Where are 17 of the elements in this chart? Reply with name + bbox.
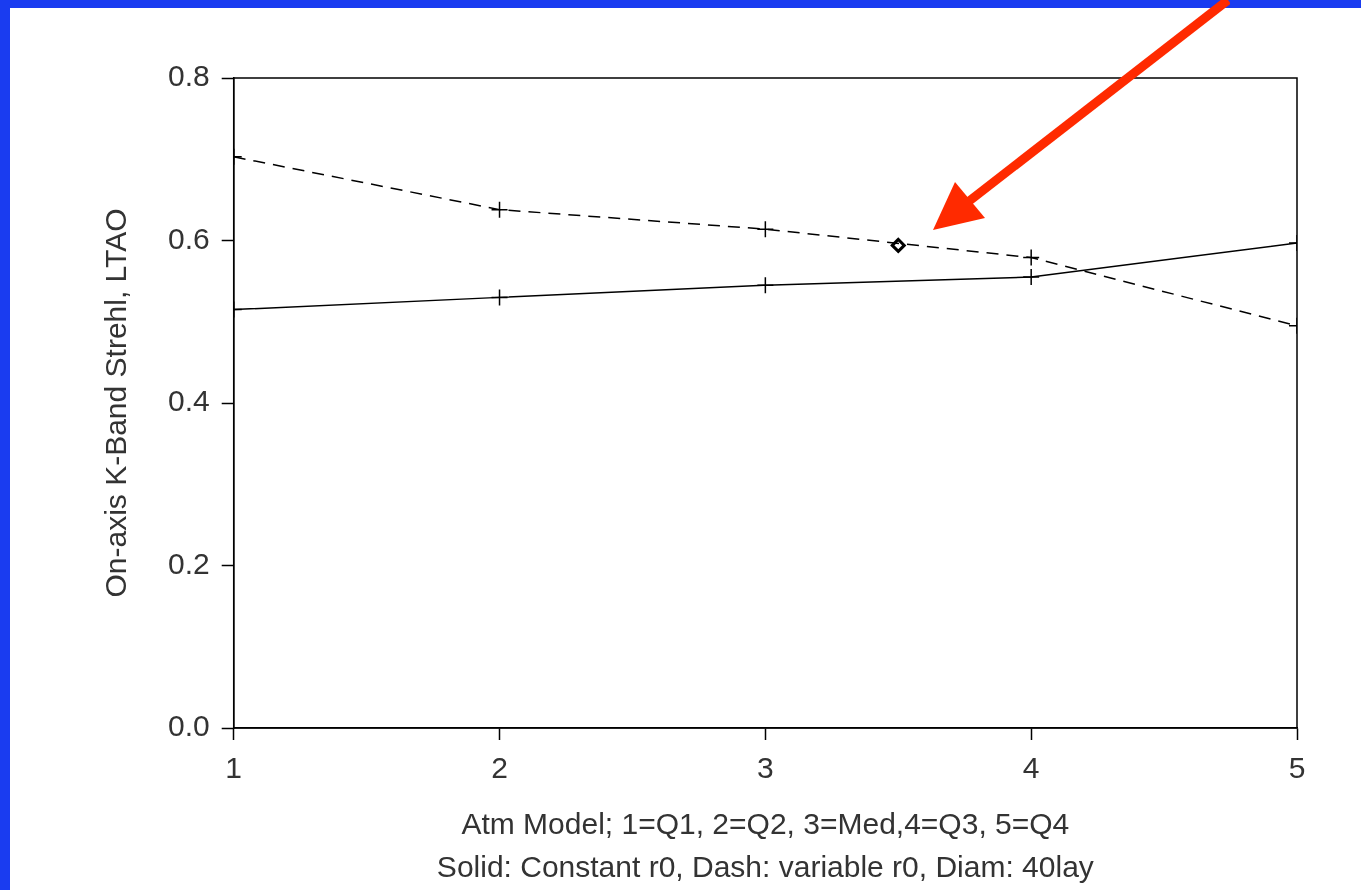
y-tick-label: 0.0 xyxy=(167,709,210,743)
y-tick-label: 0.4 xyxy=(167,384,210,418)
y-tick-label: 0.8 xyxy=(167,59,210,93)
point xyxy=(1022,268,1040,286)
x-tick-label: 5 xyxy=(1288,751,1306,785)
y-tick-label: 0.2 xyxy=(167,546,210,580)
x-tick-label: 4 xyxy=(1022,751,1040,785)
point xyxy=(756,276,775,294)
text: Solid: Constant r0, Dash: variable r0, Diam: 40lay xyxy=(436,850,1094,884)
x-axis-title: Atm Model; 1=Q1, 2=Q2, 3=Med,4=Q3, 5=Q4 xyxy=(461,807,1070,841)
x-tick-label: 2 xyxy=(491,751,508,785)
point xyxy=(1022,248,1040,267)
y-axis-title: On-axis K-Band Strehl, LTAO xyxy=(99,208,133,598)
x-tick-label: 1 xyxy=(225,751,243,785)
y-tick-label: 0.6 xyxy=(167,221,210,255)
point xyxy=(756,220,775,238)
x-tick-label: 3 xyxy=(757,751,774,785)
